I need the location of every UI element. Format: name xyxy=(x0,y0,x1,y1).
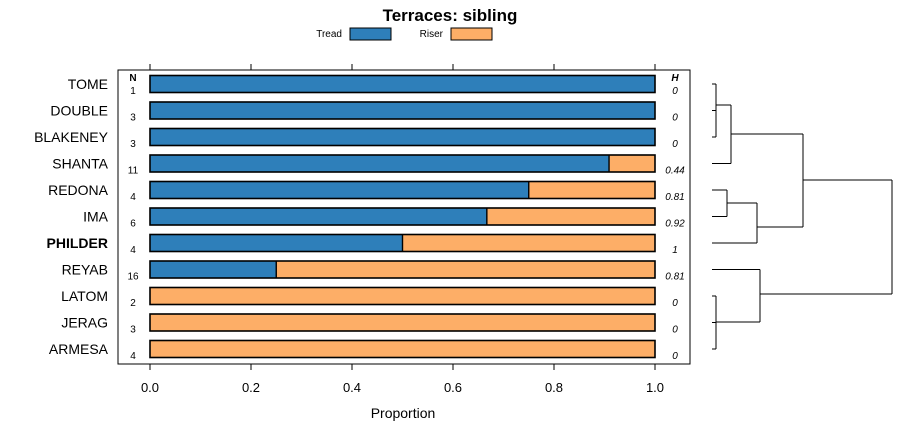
h-column-header: H xyxy=(671,73,679,84)
row-label: PHILDER xyxy=(47,235,108,251)
legend-label-riser: Riser xyxy=(420,29,444,40)
n-value: 4 xyxy=(130,351,136,362)
x-tick-label: 0.4 xyxy=(343,380,361,395)
row-label: BLAKENEY xyxy=(34,129,109,145)
bar-riser xyxy=(402,234,655,252)
bar-outline xyxy=(149,313,656,332)
bar-outline xyxy=(149,286,656,306)
bar-tread xyxy=(150,261,277,278)
plot-frame xyxy=(117,69,691,365)
bar-outline xyxy=(149,260,656,279)
x-tick-label: 1.0 xyxy=(646,380,664,395)
x-tick-label: 0.0 xyxy=(141,380,159,395)
bar-riser xyxy=(150,340,655,358)
row-label: SHANTA xyxy=(52,156,108,172)
bar-tread xyxy=(150,208,487,225)
x-tick-label: 0.2 xyxy=(242,380,260,395)
plot-area: 0.0 0.2 0.4 0.6 0.8 1.0 N H TOME 1 0 DOUBLE 3 0 BLAKEN… xyxy=(34,64,691,395)
bar-outline xyxy=(149,127,656,147)
bar-outline xyxy=(149,180,656,200)
h-value: 0.81 xyxy=(665,192,684,203)
n-column-header: N xyxy=(129,73,136,84)
n-value: 4 xyxy=(130,245,136,256)
row-label: REYAB xyxy=(62,262,108,278)
n-value: 1 xyxy=(130,86,136,97)
bar-riser xyxy=(150,314,655,331)
n-value: 4 xyxy=(130,192,136,203)
n-value: 3 xyxy=(130,325,136,336)
bar-outline xyxy=(149,74,656,94)
h-value: 0 xyxy=(672,113,678,124)
row-label: ARMESA xyxy=(49,341,109,357)
bar-riser xyxy=(276,261,655,278)
legend-swatch-tread xyxy=(349,27,392,41)
legend-swatch-riser xyxy=(450,27,493,41)
row-label: IMA xyxy=(83,209,109,225)
h-value: 0 xyxy=(672,86,678,97)
row-label: LATOM xyxy=(61,288,108,304)
row-label: TOME xyxy=(68,76,108,92)
bar-outline xyxy=(149,207,656,226)
h-value: 0.81 xyxy=(665,272,684,283)
bar-riser xyxy=(609,155,655,172)
n-value: 16 xyxy=(127,272,139,283)
bar-outline xyxy=(149,154,656,173)
row-label: REDONA xyxy=(48,182,109,198)
bar-tread xyxy=(150,75,655,93)
bar-tread xyxy=(150,181,529,199)
h-value: 0 xyxy=(672,351,678,362)
bar-riser xyxy=(486,208,655,225)
bar-tread xyxy=(150,128,655,146)
bar-tread xyxy=(150,234,403,252)
n-value: 3 xyxy=(130,139,136,150)
x-tick-label: 0.8 xyxy=(545,380,563,395)
n-value: 11 xyxy=(128,166,139,177)
bar-riser xyxy=(528,181,655,199)
legend: Tread Riser xyxy=(316,27,493,41)
legend-label-tread: Tread xyxy=(316,29,342,40)
n-value: 3 xyxy=(130,113,136,124)
bar-tread xyxy=(150,155,610,172)
h-value: 0 xyxy=(672,139,678,150)
h-value: 1 xyxy=(672,245,678,256)
h-value: 0.44 xyxy=(665,166,685,177)
n-value: 6 xyxy=(130,219,136,230)
row-label: DOUBLE xyxy=(50,103,108,119)
bar-tread xyxy=(150,102,655,119)
h-value: 0 xyxy=(672,325,678,336)
x-tick-label: 0.6 xyxy=(444,380,462,395)
bar-riser xyxy=(150,287,655,305)
bar-outline xyxy=(149,339,656,359)
h-value: 0 xyxy=(672,298,678,309)
dendrogram xyxy=(712,83,893,350)
n-value: 2 xyxy=(130,298,136,309)
x-axis-label: Proportion xyxy=(371,405,436,421)
bar-outline xyxy=(149,101,656,120)
row-label: JERAG xyxy=(61,315,108,331)
h-value: 0.92 xyxy=(665,219,685,230)
chart-title: Terraces: sibling xyxy=(383,6,518,25)
